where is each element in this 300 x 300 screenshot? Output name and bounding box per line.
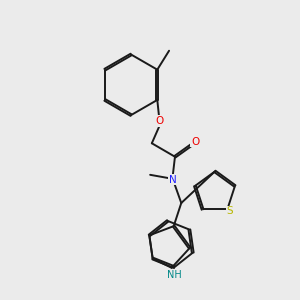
Text: O: O bbox=[155, 116, 164, 126]
Text: O: O bbox=[191, 136, 199, 147]
Text: S: S bbox=[226, 206, 233, 216]
Text: NH: NH bbox=[167, 270, 182, 280]
Text: N: N bbox=[169, 175, 177, 185]
